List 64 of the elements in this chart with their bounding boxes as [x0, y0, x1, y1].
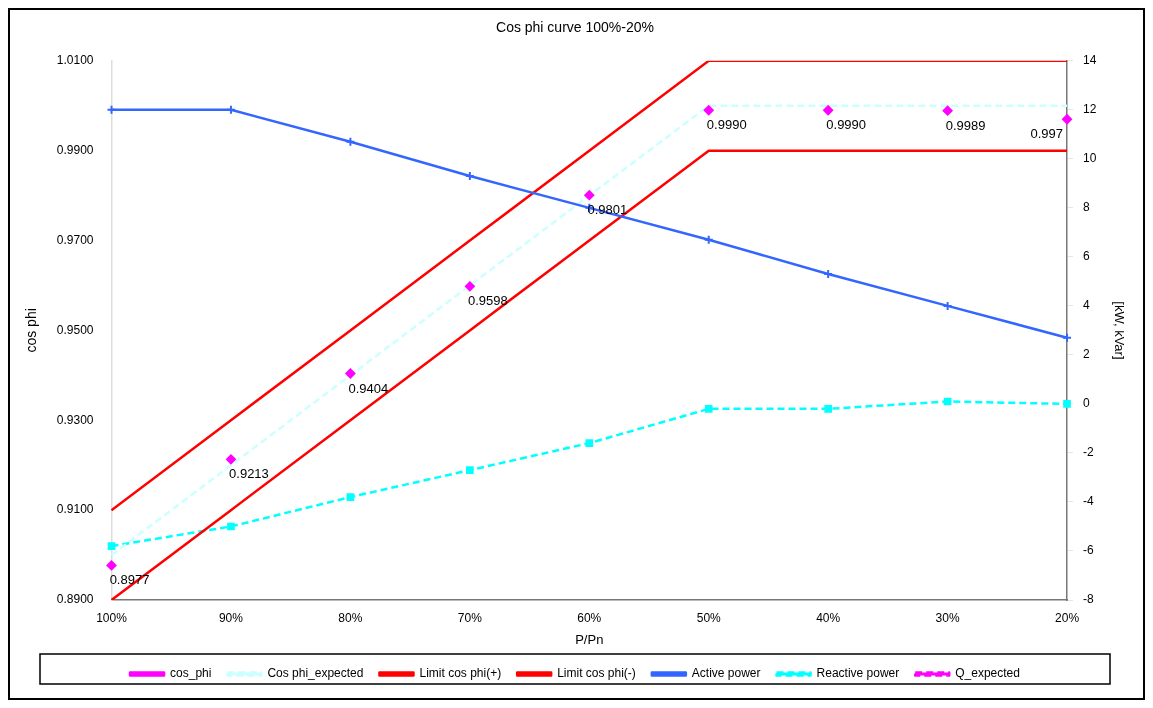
- x-axis-title: P/Pn: [575, 631, 604, 647]
- legend-label: Active power: [691, 666, 761, 681]
- x-tick-label: 100%: [96, 610, 128, 625]
- x-tick-label: 50%: [696, 610, 722, 625]
- legend-label: Cos phi_expected: [267, 666, 364, 681]
- y2-tick-label: 8: [1083, 200, 1091, 215]
- point: [227, 522, 235, 531]
- point: [585, 439, 594, 447]
- data-label: 0.9213: [229, 466, 269, 482]
- legend-label: Q_expected: [955, 666, 1020, 681]
- y2-tick-label: 2: [1083, 347, 1091, 362]
- point: [704, 405, 713, 413]
- point: [1063, 400, 1071, 408]
- point: [464, 281, 475, 292]
- point: [466, 466, 474, 474]
- line-series: [110, 104, 1069, 557]
- legend-label: cos_phi: [170, 666, 212, 681]
- point: [584, 190, 595, 201]
- legend-label: Reactive power: [816, 666, 900, 681]
- legend-label: Limit cos phi(-): [557, 666, 636, 681]
- point: [106, 560, 117, 571]
- y2-tick-label: -4: [1083, 494, 1095, 509]
- y-tick-label: 0.9700: [56, 232, 94, 247]
- x-tick-label: 80%: [338, 610, 363, 625]
- x-tick-label: 90%: [218, 610, 244, 625]
- y2-tick-label: 14: [1083, 53, 1097, 68]
- y-tick-label: 0.9300: [56, 412, 94, 427]
- y-tick-label: 1.0100: [56, 53, 94, 68]
- point: [942, 105, 953, 116]
- y2-tick-label: 10: [1083, 151, 1097, 166]
- y2-axis-title: [kW, kVar]: [1111, 301, 1127, 360]
- legend-label: Limit cos phi(+): [419, 666, 502, 681]
- x-tick-label: 70%: [457, 610, 483, 625]
- chart-title: Cos phi curve 100%-20%: [496, 19, 654, 36]
- y-tick-label: 0.8900: [56, 592, 94, 607]
- data-label: 0.9990: [826, 117, 867, 133]
- y2-tick-label: 6: [1083, 249, 1091, 264]
- x-tick-label: 40%: [816, 610, 841, 625]
- y-tick-label: 0.9900: [56, 142, 94, 157]
- point: [823, 105, 834, 116]
- y-tick-label: 0.9500: [56, 322, 94, 337]
- point: [346, 493, 355, 501]
- y2-tick-label: -6: [1083, 543, 1095, 558]
- data-label: 0.997: [1030, 126, 1064, 142]
- point: [107, 542, 116, 550]
- x-tick-label: 20%: [1055, 610, 1080, 625]
- y2-tick-label: 0: [1083, 396, 1091, 411]
- x-tick-label: 30%: [935, 610, 960, 625]
- x-tick-label: 60%: [577, 610, 602, 625]
- point: [824, 405, 832, 413]
- y2-tick-label: -8: [1083, 592, 1095, 607]
- point: [1062, 114, 1073, 125]
- data-label: 0.9989: [945, 117, 986, 133]
- data-label: 0.9598: [467, 293, 508, 309]
- y2-tick-label: -2: [1083, 445, 1095, 460]
- data-label: 0.9404: [348, 380, 389, 396]
- point: [703, 105, 714, 116]
- y-tick-label: 0.9100: [56, 502, 94, 517]
- point: [345, 368, 356, 379]
- y-axis-title: cos phi: [23, 308, 40, 353]
- y2-tick-label: 12: [1083, 102, 1097, 117]
- point: [225, 454, 236, 465]
- y2-tick-label: 4: [1083, 298, 1091, 313]
- data-label: 0.9990: [706, 117, 747, 133]
